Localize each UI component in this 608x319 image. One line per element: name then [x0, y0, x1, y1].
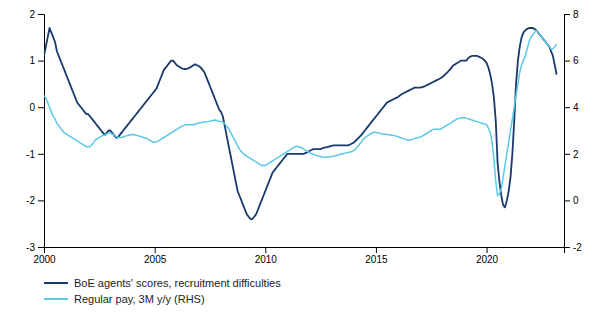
series-line	[44, 30, 557, 195]
x-tick: 2020	[476, 247, 499, 265]
y-tick-mark	[38, 61, 44, 62]
y2-tick-mark	[564, 200, 570, 201]
legend-label: Regular pay, 3M y/y (RHS)	[74, 293, 205, 305]
y2-tick-mark	[564, 107, 570, 108]
y2-tick-label: 0	[573, 195, 579, 206]
x-tick-mark	[376, 247, 377, 253]
y-tick-label: 2	[29, 9, 35, 20]
y2-tick-mark	[564, 61, 570, 62]
y-tick-mark	[38, 154, 44, 155]
y-axis: 2 1 0 -1 -2 -3	[26, 9, 44, 253]
x-axis: 2000 2005 2010 2015 2020	[33, 247, 564, 265]
legend: BoE agents' scores, recruitment difficul…	[44, 277, 281, 305]
x-tick: 2005	[144, 247, 167, 265]
y-tick-label: -2	[26, 195, 35, 206]
y2-tick-mark	[564, 154, 570, 155]
y-tick-mark	[38, 247, 44, 248]
x-tick-label: 2000	[33, 254, 56, 265]
y2-tick: 6	[564, 55, 579, 66]
y2-tick-label: 6	[573, 55, 579, 66]
y2-axis-domain	[565, 15, 571, 248]
x-tick-mark	[487, 247, 488, 253]
x-tick-label: 2020	[476, 254, 499, 265]
plot: 2000 2005 2010 2015 2020 2 1 0 -1 -2 -3 8 6 4 2 0 -2 BoE …	[26, 9, 582, 305]
y-tick: 1	[29, 55, 44, 66]
x-tick-mark	[155, 247, 156, 253]
y-tick-label: -3	[26, 242, 35, 253]
legend-label: BoE agents' scores, recruitment difficul…	[74, 277, 281, 289]
x-tick-label: 2015	[365, 254, 388, 265]
x-tick-label: 2010	[255, 254, 278, 265]
chart-svg: 2000 2005 2010 2015 2020 2 1 0 -1 -2 -3 8 6 4 2 0 -2 BoE …	[0, 0, 608, 319]
x-tick: 2010	[255, 247, 278, 265]
legend-item: BoE agents' scores, recruitment difficul…	[44, 277, 281, 289]
y-tick-mark	[38, 107, 44, 108]
y2-tick: 2	[564, 149, 579, 160]
x-tick-mark	[265, 247, 266, 253]
y2-tick-mark	[564, 247, 570, 248]
series-group	[44, 28, 557, 219]
y2-tick-label: -2	[573, 242, 582, 253]
y2-tick-label: 2	[573, 149, 579, 160]
y-tick: -3	[26, 242, 44, 253]
y2-axis: 8 6 4 2 0 -2	[564, 9, 582, 253]
y-tick-mark	[38, 14, 44, 15]
y-tick-label: 1	[29, 55, 35, 66]
chart-container: 2000 2005 2010 2015 2020 2 1 0 -1 -2 -3 8 6 4 2 0 -2 BoE …	[0, 0, 608, 319]
y2-tick-mark	[564, 14, 570, 15]
y2-tick-label: 8	[573, 9, 579, 20]
y-tick: -1	[26, 149, 44, 160]
x-tick: 2015	[365, 247, 388, 265]
y-tick-label: 0	[29, 102, 35, 113]
y-axis-domain	[38, 15, 45, 248]
y2-tick: -2	[564, 242, 582, 253]
x-axis-domain	[45, 248, 565, 254]
y-tick: 2	[29, 9, 44, 20]
legend-item: Regular pay, 3M y/y (RHS)	[44, 293, 205, 305]
legend-swatch	[44, 282, 68, 284]
y2-tick: 4	[564, 102, 579, 113]
y-tick-mark	[38, 200, 44, 201]
y2-tick: 8	[564, 9, 579, 20]
y-tick: -2	[26, 195, 44, 206]
legend-swatch	[44, 298, 68, 300]
y2-tick-label: 4	[573, 102, 579, 113]
series-line	[44, 28, 557, 219]
y2-tick: 0	[564, 195, 579, 206]
x-tick-label: 2005	[144, 254, 167, 265]
x-tick: 2000	[33, 247, 56, 265]
y-tick: 0	[29, 102, 44, 113]
y-tick-label: -1	[26, 149, 35, 160]
